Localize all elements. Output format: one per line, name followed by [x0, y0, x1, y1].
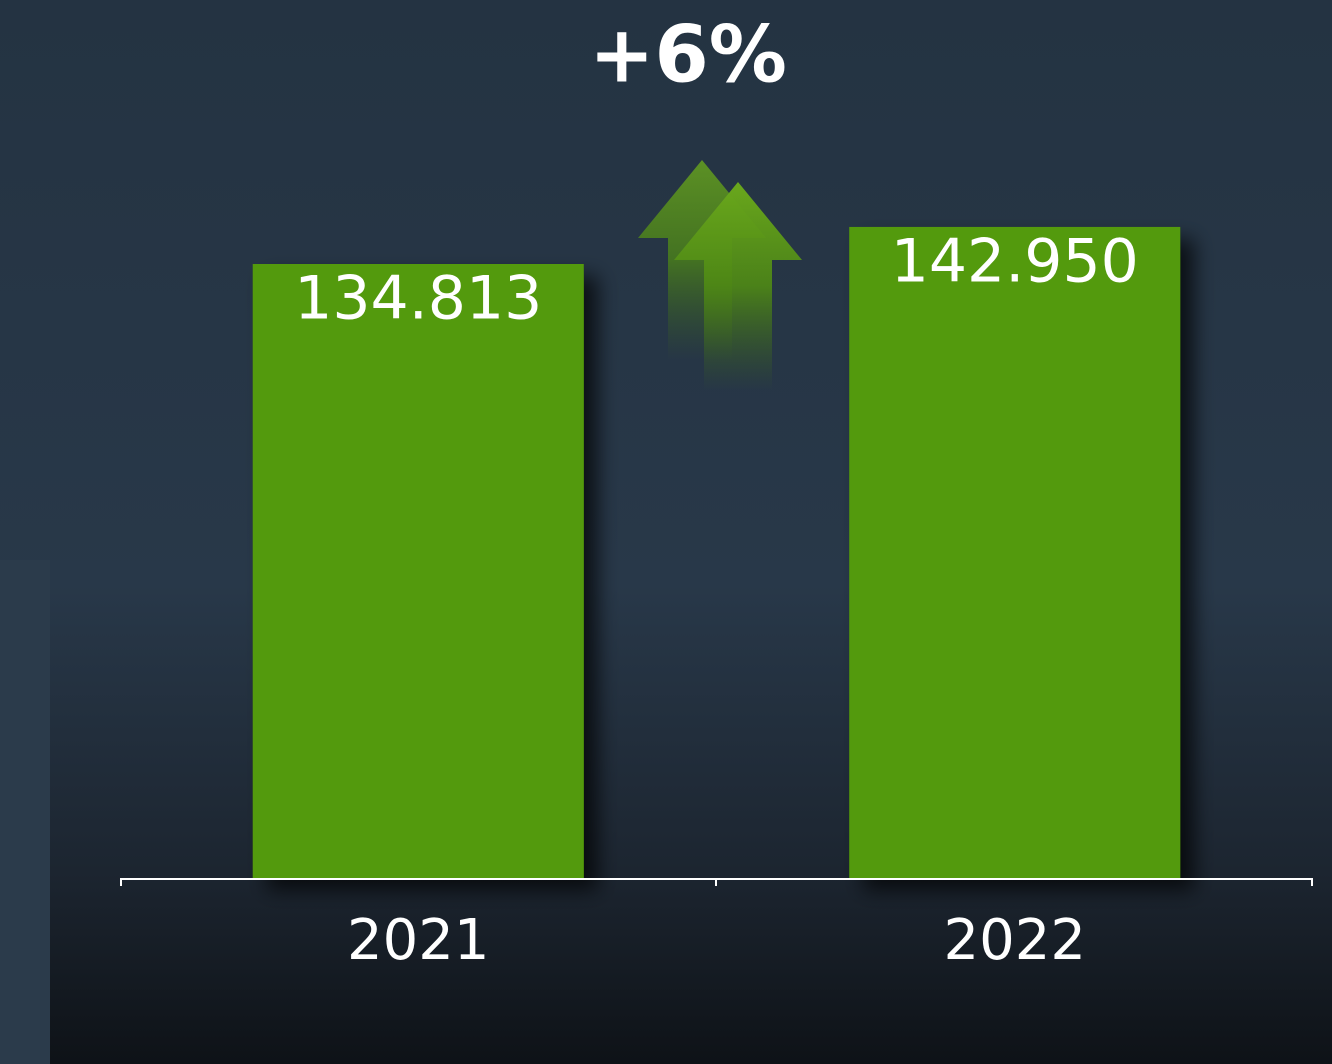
x-tick-label: 2021 — [347, 908, 490, 973]
side-strip — [0, 560, 50, 1064]
value-label: 134.813 — [294, 264, 542, 334]
growth-arrows — [638, 160, 802, 390]
bar — [252, 264, 584, 878]
value-label: 142.950 — [891, 227, 1139, 297]
annotation: +6% — [589, 10, 787, 100]
bar — [849, 226, 1181, 879]
x-axis — [120, 878, 1313, 886]
x-tick-label: 2022 — [943, 908, 1086, 973]
